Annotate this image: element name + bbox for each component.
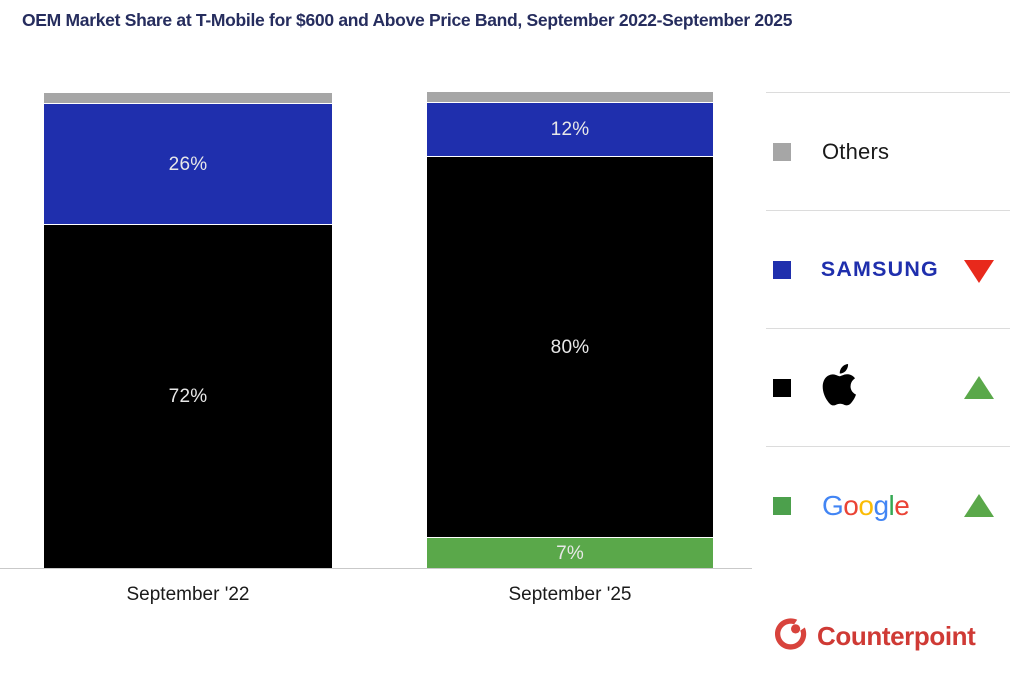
legend-brand-samsung: SAMSUNG [820,211,939,328]
bar-segment-apple[interactable]: 80% [427,156,713,537]
legend-row-google[interactable]: Google [766,446,1010,564]
bar-segment-others[interactable] [427,92,713,102]
x-axis-line [0,568,752,569]
legend-brand-apple [822,329,864,446]
counterpoint-wordmark: Counterpoint [817,621,976,651]
legend-brand-others: Others [822,93,889,210]
legend-label-others: Others [822,138,890,164]
legend-swatch-google [773,496,791,515]
counterpoint-logo: Counterpoint [772,616,976,657]
bar-segment-samsung[interactable]: 26% [44,103,332,224]
trend-up-icon [962,492,996,520]
apple-logo-icon [822,360,864,415]
google-wordmark: Google [822,489,910,521]
legend-row-apple[interactable] [766,328,1010,446]
samsung-wordmark: SAMSUNG [820,257,939,281]
bar-segment-label: 12% [550,119,590,140]
x-axis-label-september-25: September '25 [508,584,632,605]
trend-up-icon [962,374,996,402]
bar-group-september-25: 12% 80% 7% [427,92,713,568]
chart-legend: Others SAMSUNG [766,92,1010,564]
x-axis-label-september-22: September '22 [126,584,250,605]
legend-swatch-samsung [773,260,791,279]
legend-swatch-others [773,142,791,161]
legend-row-others[interactable]: Others [766,92,1010,210]
legend-brand-google: Google [822,447,910,564]
page-title: OEM Market Share at T-Mobile for $600 an… [22,10,793,30]
bar-segment-others[interactable] [44,93,332,103]
bar-segment-google[interactable]: 7% [427,537,713,568]
bar-group-september-22: 26% 72% [44,93,332,568]
bar-segment-samsung[interactable]: 12% [427,102,713,156]
bar-segment-apple[interactable]: 72% [44,224,332,568]
legend-swatch-apple [773,378,791,397]
stacked-bar: 12% 80% 7% [427,92,713,568]
bar-segment-label: 7% [556,542,584,564]
counterpoint-mark-icon [772,616,808,657]
legend-row-samsung[interactable]: SAMSUNG [766,210,1010,328]
bar-segment-label: 72% [168,386,208,407]
bar-segment-label: 80% [550,336,590,358]
trend-down-icon [962,256,996,284]
stacked-bar: 26% 72% [44,93,332,568]
bar-segment-label: 26% [168,153,208,175]
chart-plot-area: 26% 72% 12% 80% 7% September '22 Septemb… [0,92,752,605]
